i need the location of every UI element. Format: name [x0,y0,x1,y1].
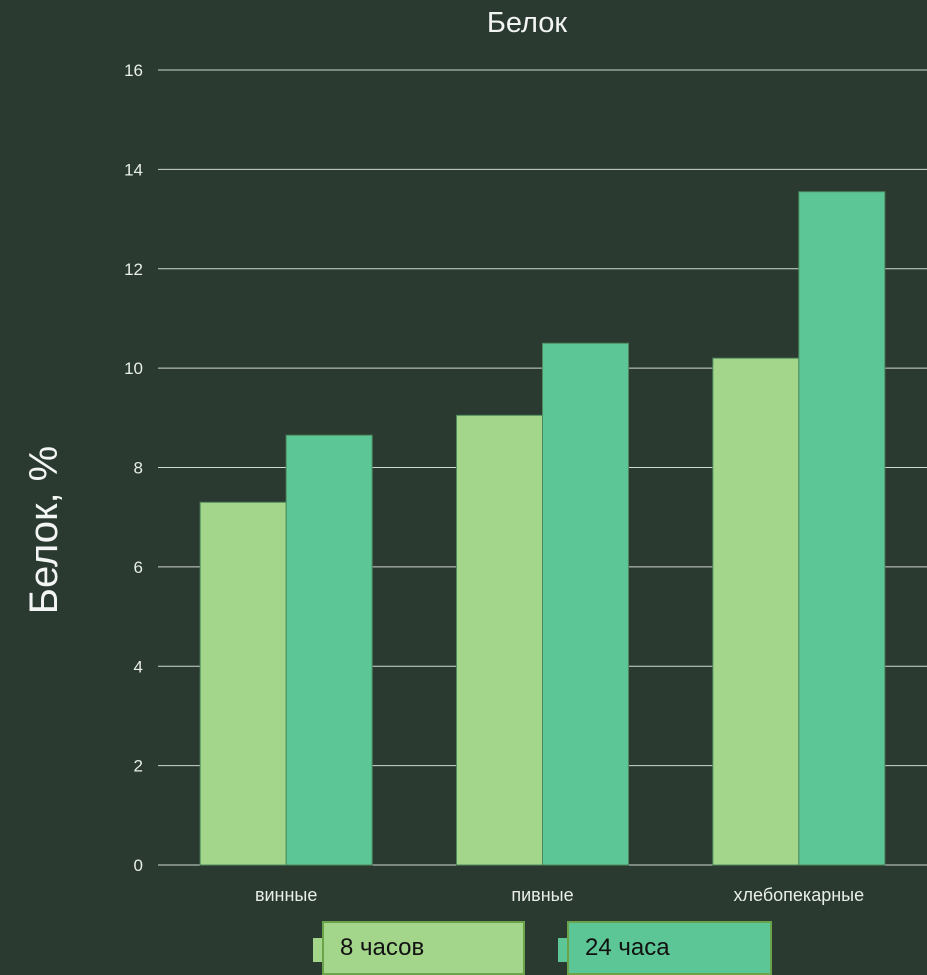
y-tick-label: 0 [134,856,143,875]
x-tick-label: винные [255,885,317,905]
y-tick-label: 14 [124,160,143,179]
x-tick-labels: винные пивные хлебопекарные [255,885,864,905]
y-tick-label: 4 [134,657,143,676]
legend-swatch-24h [558,938,569,962]
bar-24h-0 [285,434,373,866]
bar-8h-2 [712,357,800,866]
bars [199,191,886,866]
y-tick-label: 6 [134,558,143,577]
legend-swatch-8h [313,938,324,962]
bar-8h-1 [456,414,543,866]
bar-8h-0 [199,501,287,866]
x-tick-label: хлебопекарные [734,885,865,905]
y-axis-label: Белок, % [22,446,66,615]
bar-24h-1 [542,342,629,866]
x-tick-label: пивные [511,885,573,905]
y-tick-label: 8 [134,459,143,478]
legend-item-24h: 24 часа [567,921,772,975]
y-tick-label: 2 [134,757,143,776]
chart-title: Белок [487,7,568,39]
y-tick-labels: 0 2 4 6 8 10 12 14 16 [124,61,143,875]
y-tick-label: 16 [124,61,143,80]
y-tick-label: 10 [124,359,143,378]
bar-24h-2 [798,191,886,866]
legend-item-8h: 8 часов [322,921,525,975]
y-tick-label: 12 [124,260,143,279]
